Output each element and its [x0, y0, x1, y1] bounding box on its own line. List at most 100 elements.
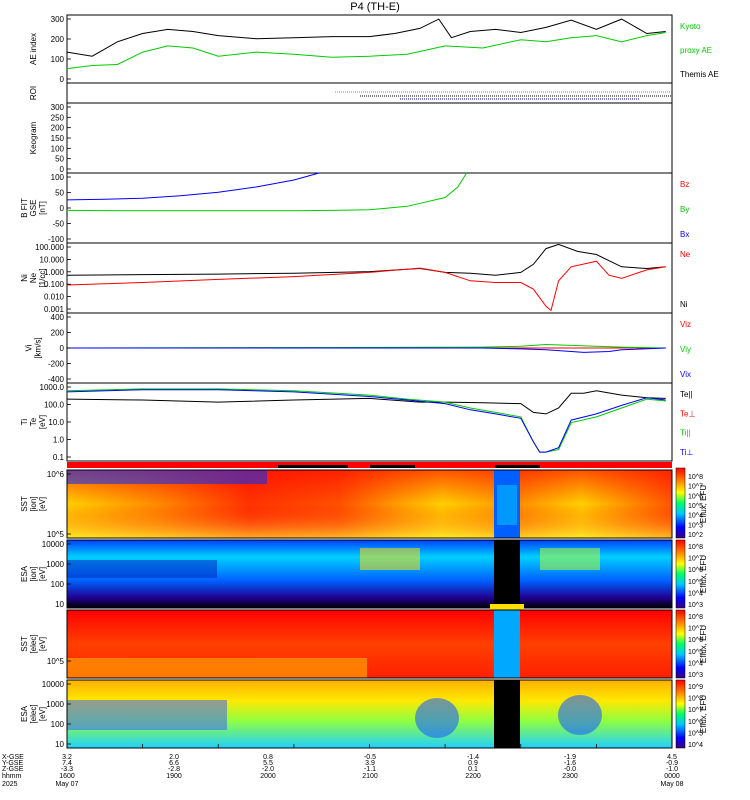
esa_elec-colorbar-label: Eflux, EFU: [699, 695, 708, 733]
figure-title: P4 (TH-E): [350, 1, 400, 13]
keogram-ytick: 250: [51, 113, 65, 122]
panel-keogram-frame: [66, 102, 673, 174]
ephemeris-x: 0.8: [263, 754, 273, 761]
ae-ylabel-0: AE index: [29, 33, 38, 65]
sst_ion-ylabel-1: [ion]: [29, 496, 38, 511]
bfield-ytick: 50: [55, 189, 64, 198]
sst_ion-colorbar-tick: 10^4: [688, 513, 703, 520]
ephemeris-z: -2.0: [262, 766, 274, 773]
sst-ion-spectrogram: [66, 469, 673, 539]
temperature-ylabel-1: Te: [29, 417, 38, 426]
ephemeris-time: 2100: [362, 773, 378, 780]
ephemeris-time: 2200: [465, 773, 481, 780]
density-ytick: 1.000: [44, 268, 65, 277]
keogram-ytick: 300: [51, 103, 65, 112]
bfield-ytick: 100: [51, 173, 65, 182]
esa_elec-colorbar-tick: 10^6: [688, 719, 703, 726]
esa_elec-colorbar-tick: 10^7: [688, 707, 703, 714]
ae-ytick: 100: [51, 55, 65, 64]
esa_ion-colorbar-tick: 10^5: [688, 579, 703, 586]
esa_elec-colorbar-tick: 10^4: [688, 742, 703, 749]
temperature-ytick: 100.0: [44, 401, 65, 410]
esa-elec-spectrogram: [66, 679, 673, 749]
temperature-series-ti: [66, 389, 666, 453]
ephemeris-y: 3.9: [365, 760, 375, 767]
velocity-ytick: 400: [51, 313, 65, 322]
keogram-ytick: 200: [51, 124, 65, 133]
sst_elec-ylabel-1: [elec]: [29, 634, 38, 653]
esa_ion-ylabel-0: ESA: [20, 565, 29, 582]
sst_ion-colorbar-label: Eflux, EFU: [699, 485, 708, 523]
density-ytick: 10.000: [40, 255, 65, 264]
ephemeris-y: -1.6: [564, 760, 576, 767]
ephemeris-y: 6.6: [169, 760, 179, 767]
density-ylabel-2: [1/cc]: [38, 268, 47, 287]
bfield-ytick: 0: [60, 204, 65, 213]
density-ytick: 0.100: [44, 280, 65, 289]
temperature-legend-2: Ti||: [680, 429, 691, 438]
ephemeris-row-label: X-GSE: [2, 754, 24, 761]
bfield-ytick: -50: [52, 220, 64, 229]
bfield-series-by: [66, 172, 468, 212]
ephemeris-z: -1.1: [364, 766, 376, 773]
temperature-legend-3: Ti⊥: [680, 448, 693, 457]
roi-marks: [335, 91, 672, 100]
temperature-ytick: 10.0: [48, 418, 64, 427]
esa_ion-colorbar-tick: 10^4: [688, 590, 703, 597]
ephemeris-y: 5.5: [263, 760, 273, 767]
sst_ion-ytick: 10^5: [47, 530, 65, 539]
ephemeris-time: 1600: [59, 773, 75, 780]
keogram-ytick: 50: [55, 155, 64, 164]
bfield-legend-2: Bx: [680, 230, 689, 239]
sst_elec-colorbar-tick: 10^5: [688, 649, 703, 656]
ephemeris-z: -0.0: [564, 766, 576, 773]
ephemeris-z: -1.0: [666, 766, 678, 773]
sst_ion-colorbar-tick: 10^5: [688, 503, 703, 510]
bfield-series-bx: [66, 172, 320, 201]
sst_elec-ylabel-0: SST: [20, 636, 29, 652]
esa_elec-ytick: 1000: [46, 700, 64, 709]
velocity-ytick: 200: [51, 329, 65, 338]
esa_elec-ytick: 10: [55, 740, 64, 749]
temperature-series-te: [66, 390, 666, 415]
ephemeris-z: -2.8: [168, 766, 180, 773]
ephemeris-row-label: Y-GSE: [2, 760, 23, 767]
sst_elec-colorbar-tick: 10^6: [688, 637, 703, 644]
ephemeris-row-label: 2025: [2, 781, 18, 788]
temperature-ylabel-0: Ti: [20, 419, 29, 426]
bfield-ylabel-1: GSE: [29, 200, 38, 217]
ephemeris-z: -3.3: [61, 766, 73, 773]
ephemeris-z: 0.1: [468, 766, 478, 773]
temperature-ytick: 1000.0: [40, 383, 65, 392]
sst_ion-colorbar-tick: 10^3: [688, 522, 703, 529]
esa_ion-colorbar-tick: 10^7: [688, 556, 703, 563]
panel-ae-frame: [66, 14, 673, 84]
esa_elec-colorbar-tick: 10^5: [688, 730, 703, 737]
sst_ion-ylabel-0: SST: [20, 496, 29, 512]
panel-roi-frame: [66, 82, 673, 104]
ae-ytick: 300: [51, 15, 65, 24]
ephemeris-x: -1.4: [467, 754, 479, 761]
colorbars: [675, 467, 686, 749]
density-series-ni: [66, 243, 666, 276]
esa_ion-ylabel-2: [eV]: [38, 567, 47, 581]
sst_ion-colorbar-tick: 10^2: [688, 532, 703, 539]
sst_elec-colorbar-tick: 10^8: [688, 614, 703, 621]
velocity-ytick: 0: [60, 344, 65, 353]
esa_ion-colorbar-tick: 10^6: [688, 567, 703, 574]
ephemeris-date: May 08: [661, 781, 684, 788]
density-ytick: 0.001: [44, 305, 65, 314]
bfield-ylabel-2: [nT]: [38, 201, 47, 215]
ephemeris-time: 2300: [562, 773, 578, 780]
velocity-series-viy: [66, 343, 666, 349]
density-legend-1: Ni: [680, 300, 688, 309]
series-layer: [66, 18, 666, 453]
mode-bar-black-2: [370, 465, 415, 468]
sst_elec-ytick: 10^5: [47, 657, 65, 666]
esa_ion-colorbar-label: Eflux, EFU: [699, 555, 708, 593]
velocity-legend-2: Vix: [680, 370, 691, 379]
velocity-ylabel-1: [km/s]: [34, 337, 43, 358]
esa_elec-colorbar-tick: 10^9: [688, 684, 703, 691]
